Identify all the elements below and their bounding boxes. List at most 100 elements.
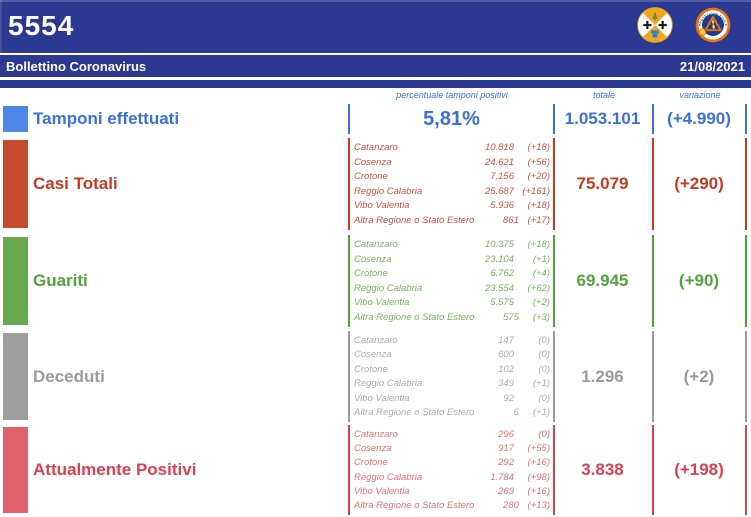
- column-divider: [745, 425, 747, 515]
- province-detail-row: Altra Regione o Stato Estero 280 (+13): [352, 500, 552, 511]
- section-deceduti: Deceduti Catanzaro 147 (0) Cosenza 600 (0) Crot…: [0, 331, 751, 422]
- total-value: 75.079: [576, 174, 629, 193]
- header-band: 5554: [0, 0, 751, 53]
- province-delta: (+3): [532, 311, 550, 323]
- province-detail-row: Altra Regione o Stato Estero 861 (+17): [352, 215, 552, 226]
- pine-tree-icon: [652, 11, 658, 20]
- province-detail-row: Cosenza 600 (0): [352, 349, 552, 360]
- province-value: 10.375: [484, 239, 514, 250]
- province-delta: (+4): [532, 268, 550, 280]
- row-title-casi: Casi Totali: [33, 174, 118, 193]
- province-name: Catanzaro: [354, 335, 398, 346]
- regione-calabria-logo: [637, 7, 673, 43]
- province-value: 23.104: [484, 253, 514, 265]
- calabria-silhouette-icon: [711, 19, 716, 30]
- title-bar: Bollettino Coronavirus 21/08/2021: [0, 55, 751, 77]
- province-value: 25.687: [484, 185, 514, 197]
- province-detail-row: Altra Regione o Stato Estero 6 (+1): [352, 407, 552, 418]
- column-divider: [652, 425, 654, 515]
- variation-value: (+290): [674, 174, 724, 193]
- bulletin-date: 21/08/2021: [679, 58, 745, 74]
- variation-value: (+4.990): [667, 109, 731, 128]
- province-value: 269: [498, 485, 514, 497]
- province-value: 92: [503, 392, 514, 404]
- province-detail-row: Vibo Valentia 92 (0): [352, 393, 552, 404]
- province-name: Cosenza: [354, 253, 392, 265]
- province-delta: (0): [538, 335, 550, 346]
- variation-value: (+198): [674, 460, 724, 479]
- province-detail-row: Reggio Calabria 349 (+1): [352, 378, 552, 389]
- province-detail-row: Cosenza 917 (+55): [352, 443, 552, 454]
- province-value: 102: [498, 363, 514, 375]
- province-detail-row: Crotone 7.156 (+20): [352, 171, 552, 182]
- province-delta: (+1): [532, 406, 550, 418]
- province-name: Altra Regione o Stato Estero: [354, 406, 475, 418]
- province-value: 5.575: [490, 297, 514, 309]
- province-value: 6.762: [490, 268, 514, 280]
- province-name: Cosenza: [354, 443, 392, 455]
- province-value: 296: [498, 429, 514, 440]
- province-delta: (+1): [532, 253, 550, 265]
- province-name: Crotone: [354, 457, 388, 469]
- province-delta: (+1): [532, 378, 550, 390]
- province-value: 24.621: [484, 156, 514, 168]
- province-value: 23.554: [484, 282, 514, 294]
- anniversary-badge-icon: [699, 28, 707, 36]
- province-name: Reggio Calabria: [354, 185, 423, 197]
- province-value: 6: [513, 406, 519, 418]
- province-name: Cosenza: [354, 349, 392, 361]
- province-detail-row: Catanzaro 147 (0): [352, 335, 552, 346]
- column-divider: [652, 331, 654, 422]
- province-delta: (+55): [527, 443, 550, 455]
- total-value: 1.053.101: [564, 109, 641, 128]
- province-delta: (+18): [527, 142, 550, 153]
- column-divider: [745, 235, 747, 327]
- province-detail-row: Catanzaro 10.818 (+18): [352, 142, 552, 153]
- province-name: Reggio Calabria: [354, 378, 423, 390]
- guariti-color-swatch: [3, 237, 28, 325]
- province-details: Catanzaro 147 (0) Cosenza 600 (0) Crotone 102 (0…: [352, 335, 552, 418]
- percent-positive-value: 5,81%: [423, 107, 480, 130]
- province-value: 147: [498, 335, 514, 346]
- bulletin-number: 5554: [8, 10, 75, 41]
- province-detail-row: Vibo Valentia 269 (+16): [352, 486, 552, 497]
- total-value: 3.838: [581, 460, 624, 479]
- province-detail-row: Catanzaro 10.375 (+18): [352, 239, 552, 250]
- deceduti-color-swatch: [3, 333, 28, 420]
- province-value: 917: [498, 443, 514, 455]
- province-name: Catanzaro: [354, 142, 398, 153]
- variation-value: (+90): [678, 271, 720, 290]
- province-value: 349: [498, 378, 514, 390]
- section-guariti: Guariti Catanzaro 10.375 (+18) Cosenza 23.104…: [0, 235, 751, 327]
- column-divider: [745, 331, 747, 422]
- province-detail-row: Catanzaro 296 (0): [352, 429, 552, 440]
- triangle-icon: [703, 15, 723, 32]
- province-delta: (0): [538, 363, 550, 375]
- column-divider: [652, 138, 654, 230]
- province-name: Crotone: [354, 171, 388, 183]
- province-detail-row: Crotone 6.762 (+4): [352, 268, 552, 279]
- column-divider: [553, 425, 555, 515]
- column-divider: [553, 331, 555, 422]
- positivi-color-swatch: [3, 427, 28, 513]
- column-divider: [745, 138, 747, 230]
- province-name: Cosenza: [354, 156, 392, 168]
- province-details: Catanzaro 10.818 (+18) Cosenza 24.621 (+56) Cr…: [352, 142, 552, 226]
- section-tamponi: Tamponi effettuati 5,81% 1.053.101 (+4.990): [0, 104, 751, 134]
- section-positivi: Attualmente Positivi Catanzaro 296 (0) Cosen…: [0, 425, 751, 515]
- province-details: Catanzaro 296 (0) Cosenza 917 (+55) Crotone 292…: [352, 429, 552, 511]
- province-detail-row: Reggio Calabria 1.784 (+98): [352, 472, 552, 483]
- province-delta: (0): [538, 392, 550, 404]
- province-detail-row: Cosenza 23.104 (+1): [352, 254, 552, 265]
- province-value: 600: [498, 349, 514, 361]
- column-divider: [553, 235, 555, 327]
- province-delta: (+98): [527, 471, 550, 483]
- province-delta: (+18): [527, 200, 550, 212]
- province-name: Reggio Calabria: [354, 471, 423, 483]
- column-divider: [652, 104, 654, 134]
- province-name: Catanzaro: [354, 429, 398, 440]
- column-divider: [745, 104, 747, 134]
- black-cross-left-icon: [643, 20, 652, 30]
- total-value: 1.296: [581, 366, 624, 386]
